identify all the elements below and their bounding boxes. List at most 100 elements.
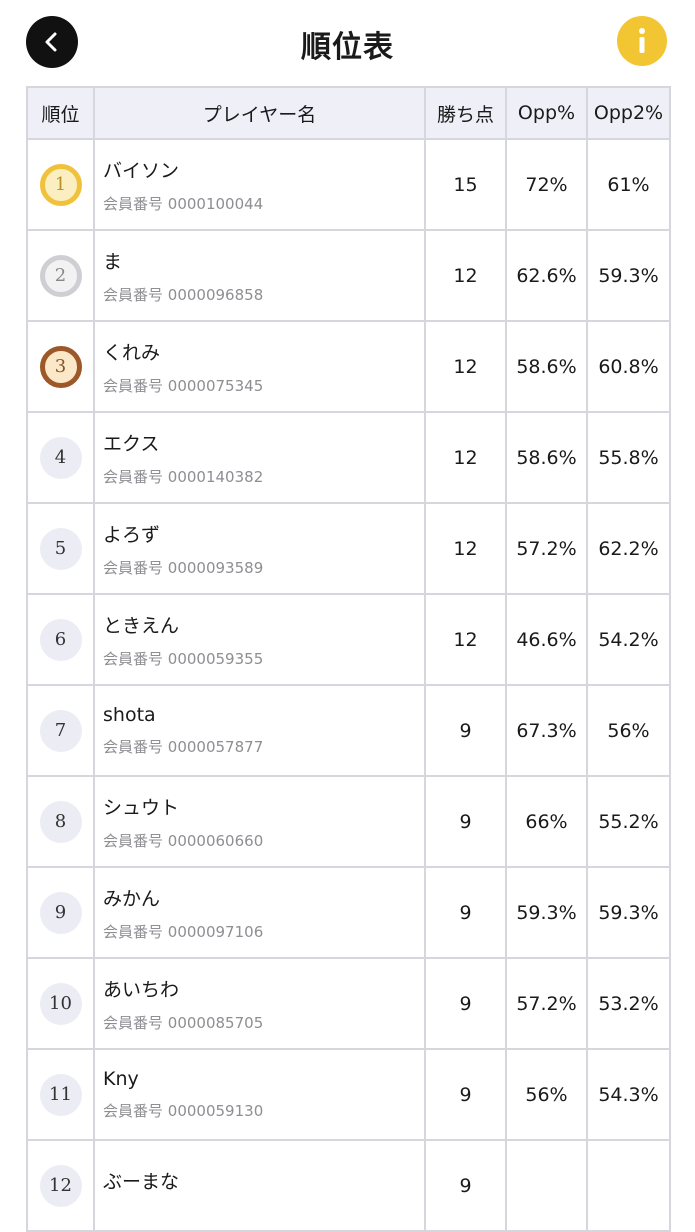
member-number: 会員番号 0000100044 [103,193,424,214]
opp2-cell: 54.2% [586,593,671,686]
opp-cell: 56% [505,1048,588,1141]
opp-cell: 58.6% [505,320,588,413]
player-name: みかん [103,887,161,910]
table-row[interactable]: 4 エクス 会員番号 0000140382 12 58.6% 55.8% [26,411,671,504]
rank-cell: 4 [26,411,95,504]
table-row[interactable]: 2 ま会員番号 0000096858 12 62.6% 59.3% [26,229,671,322]
rank-badge: 8 [39,800,82,843]
rank-badge: 4 [39,436,82,479]
member-number: 会員番号 0000096858 [103,284,424,305]
rank-cell: 8 [26,775,95,868]
player-name: Kny [103,1068,139,1090]
member-number-value: 0000097106 [167,922,264,941]
page-title: 順位表 [301,30,394,65]
opp2-cell: 61% [586,138,671,231]
rank-badge: 9 [39,891,82,934]
opp2-cell: 62.2% [586,502,671,595]
member-number-label: 会員番号 [103,558,164,577]
rank-cell: 1 [26,138,95,231]
member-number-value: 0000075345 [167,376,264,395]
rank-badge: 5 [39,527,82,570]
player-cell: バイソン 会員番号 0000100044 [93,138,426,231]
member-number-value: 0000085705 [167,1013,264,1032]
member-number-value: 0000140382 [167,467,264,486]
table-row[interactable]: 5 よろず 会員番号 0000093589 12 57.2% 62.2% [26,502,671,595]
opp-cell: 46.6% [505,593,588,686]
member-number: 会員番号 0000060660 [103,830,424,851]
table-row[interactable]: 7 shota 会員番号 0000057877 9 67.3% 56% [26,684,671,777]
table-row[interactable]: 3 くれみ 会員番号 0000075345 12 58.6% 60.8% [26,320,671,413]
member-number-label: 会員番号 [103,194,164,213]
info-icon [639,28,645,53]
table-row[interactable]: 10 あいちわ 会員番号 0000085705 9 57.2% 53.2% [26,957,671,1050]
opp2-cell: 59.3% [586,866,671,959]
table-row[interactable]: 8 シュウト 会員番号 0000060660 9 66% 55.2% [26,775,671,868]
rank-badge: 12 [39,1164,82,1207]
member-number-label: 会員番号 [103,831,164,850]
column-header-rank[interactable]: 順位 [26,86,95,140]
bronze-medal-badge: 3 [39,345,82,388]
column-header-player-name[interactable]: プレイヤー名 [93,86,426,140]
opp-cell: 67.3% [505,684,588,777]
member-number-label: 会員番号 [103,285,164,304]
member-number: 会員番号 0000059130 [103,1100,424,1121]
table-header-row: 順位 プレイヤー名 勝ち点 Opp% Opp2% [26,86,671,140]
opp2-cell: 55.8% [586,411,671,504]
points-cell: 12 [424,320,507,413]
opp-cell: 72% [505,138,588,231]
player-name: shota [103,704,156,726]
player-cell: Kny 会員番号 0000059130 [93,1048,426,1141]
member-number: 会員番号 0000093589 [103,557,424,578]
column-header-points[interactable]: 勝ち点 [424,86,507,140]
opp2-cell: 54.3% [586,1048,671,1141]
member-number: 会員番号 0000075345 [103,375,424,396]
member-number: 会員番号 0000097106 [103,921,424,942]
member-number-label: 会員番号 [103,467,164,486]
table-row[interactable]: 12 ぶーまな 9 [26,1139,671,1232]
back-button[interactable] [26,16,78,68]
points-cell: 12 [424,411,507,504]
member-number-value: 0000093589 [167,558,264,577]
opp-cell: 57.2% [505,502,588,595]
member-number-label: 会員番号 [103,1013,164,1032]
rank-cell: 7 [26,684,95,777]
opp2-cell: 60.8% [586,320,671,413]
opp-cell: 66% [505,775,588,868]
member-number: 会員番号 0000057877 [103,736,424,757]
points-cell: 9 [424,866,507,959]
column-header-opp2[interactable]: Opp2% [586,86,671,140]
player-cell: あいちわ 会員番号 0000085705 [93,957,426,1050]
info-button[interactable] [617,16,667,66]
column-header-opp[interactable]: Opp% [505,86,588,140]
player-cell: shota 会員番号 0000057877 [93,684,426,777]
table-row[interactable]: 1 バイソン 会員番号 0000100044 15 72% 61% [26,138,671,231]
opp2-cell: 59.3% [586,229,671,322]
opp2-cell [586,1139,671,1232]
member-number: 会員番号 0000059355 [103,648,424,669]
rank-badge: 11 [39,1073,82,1116]
rank-cell: 12 [26,1139,95,1232]
player-name: ぶーまな [103,1171,180,1193]
top-bar: 順位表 [0,0,695,86]
standings-table-wrapper: 順位 プレイヤー名 勝ち点 Opp% Opp2% 1 バイソン 会員番号 00001… [26,86,671,1232]
rank-cell: 5 [26,502,95,595]
table-row[interactable]: 11 Kny 会員番号 0000059130 9 56% 54.3% [26,1048,671,1141]
table-row[interactable]: 6 ときえん 会員番号 0000059355 12 46.6% 54.2% [26,593,671,686]
rank-cell: 3 [26,320,95,413]
member-number-value: 0000059355 [167,649,264,668]
player-cell: ときえん 会員番号 0000059355 [93,593,426,686]
standings-table: 順位 プレイヤー名 勝ち点 Opp% Opp2% 1 バイソン 会員番号 00001… [26,86,671,1232]
points-cell: 9 [424,684,507,777]
member-number-label: 会員番号 [103,922,164,941]
gold-medal-badge: 1 [39,163,82,206]
silver-medal-badge: 2 [39,254,82,297]
table-row[interactable]: 9 みかん 会員番号 0000097106 9 59.3% 59.3% [26,866,671,959]
rank-cell: 6 [26,593,95,686]
opp2-cell: 56% [586,684,671,777]
rank-cell: 11 [26,1048,95,1141]
player-cell: みかん会員番号 0000097106 [93,866,426,959]
points-cell: 9 [424,1139,507,1232]
opp-cell: 59.3% [505,866,588,959]
points-cell: 9 [424,775,507,868]
player-cell: よろず 会員番号 0000093589 [93,502,426,595]
